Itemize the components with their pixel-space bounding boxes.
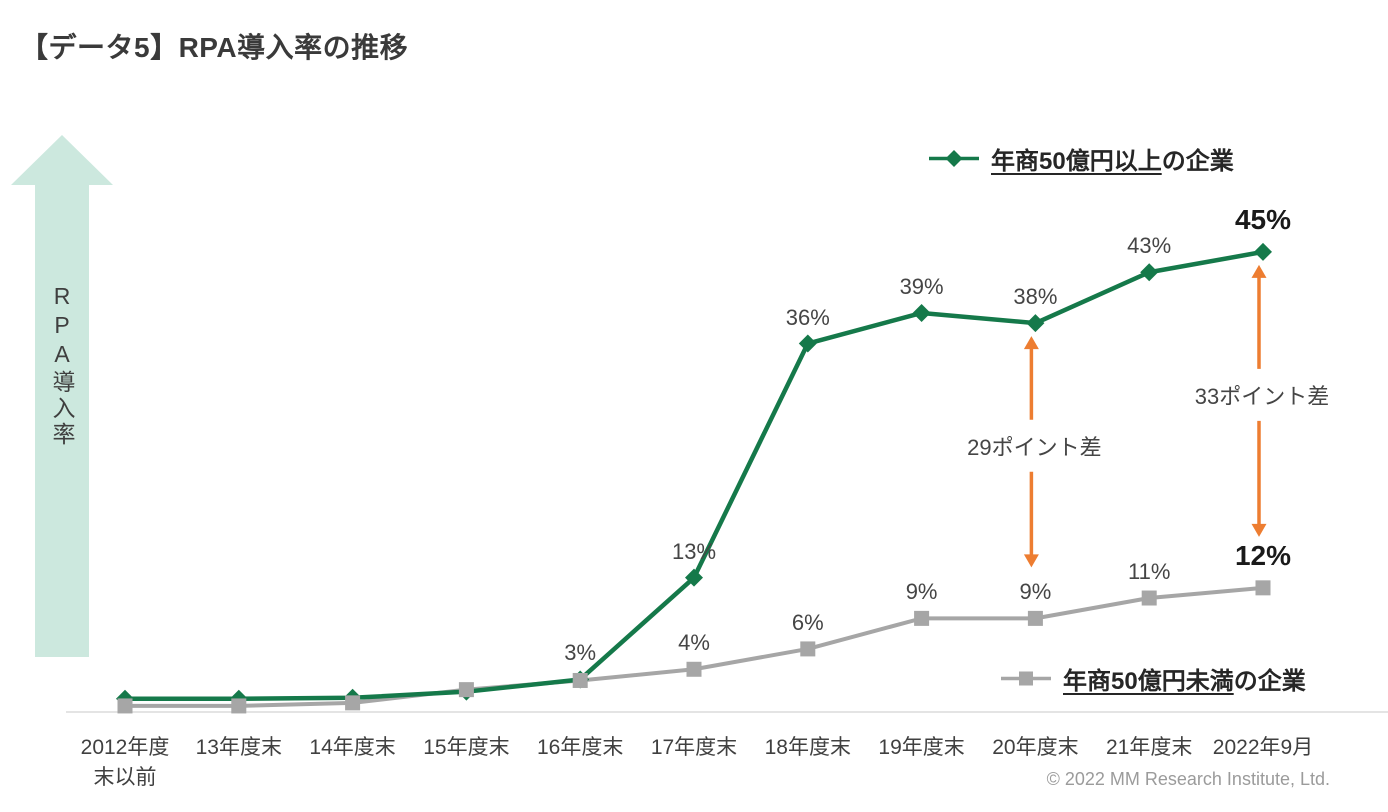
series2-marker bbox=[686, 661, 702, 677]
series2-marker bbox=[1027, 610, 1043, 626]
diff-arrow-head-down bbox=[1251, 523, 1267, 537]
legend-marker-square-icon bbox=[1001, 671, 1051, 686]
legend-label-series1: 年商50億円以上の企業 bbox=[991, 141, 1234, 176]
diff-arrow-head-down bbox=[1023, 554, 1039, 568]
page-title: 【データ5】RPA導入率の推移 bbox=[20, 32, 409, 63]
series1-line bbox=[125, 249, 1264, 702]
copyright-text: © 2022 MM Research Institute, Ltd. bbox=[1046, 769, 1330, 789]
series2-marker bbox=[800, 641, 816, 657]
series1-marker bbox=[1140, 263, 1159, 282]
series2-marker bbox=[117, 698, 133, 714]
series2-marker bbox=[914, 610, 930, 626]
legend-marker-diamond-icon bbox=[929, 150, 979, 167]
legend-label-series2: 年商50億円未満の企業 bbox=[1063, 661, 1306, 696]
series1-marker bbox=[1026, 314, 1045, 333]
legend-label-series1-underlined: 年商50億円以上 bbox=[991, 148, 1162, 175]
series2-marker bbox=[458, 682, 474, 698]
series1-marker bbox=[1254, 242, 1272, 261]
y-axis-arrow bbox=[11, 135, 113, 657]
series1-marker bbox=[798, 334, 817, 353]
legend-item-series1: 年商50億円以上の企業 bbox=[928, 141, 1234, 176]
y-axis-label: RPA導入率 bbox=[49, 283, 75, 448]
legend-item-series2: 年商50億円未満の企業 bbox=[1000, 661, 1306, 696]
series2-marker bbox=[231, 698, 247, 714]
diff-arrow-head-up bbox=[1023, 336, 1039, 350]
series2-marker bbox=[345, 695, 361, 711]
legend-label-series2-rest: の企業 bbox=[1233, 668, 1306, 695]
series2-marker bbox=[1141, 590, 1157, 606]
series2-marker bbox=[572, 672, 588, 688]
diff-arrow-head-up bbox=[1251, 264, 1267, 278]
series1-marker bbox=[912, 303, 931, 322]
series2-marker bbox=[1255, 580, 1271, 596]
legend-label-series2-underlined: 年商50億円未満 bbox=[1063, 668, 1234, 695]
legend-label-series1-rest: の企業 bbox=[1161, 148, 1234, 175]
series1-marker bbox=[685, 568, 703, 587]
